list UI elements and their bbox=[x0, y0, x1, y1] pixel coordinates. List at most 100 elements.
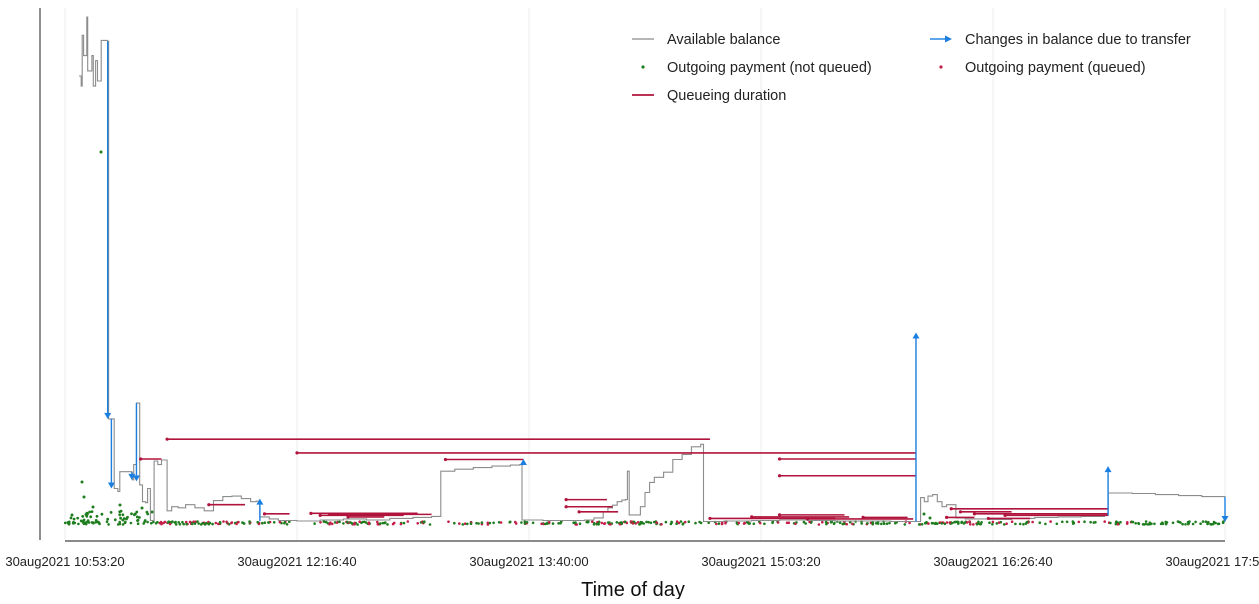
not-queued-payment-point bbox=[106, 517, 110, 521]
queued-payment-point bbox=[777, 474, 782, 478]
queued-payment-point bbox=[972, 523, 975, 526]
queued-payment-point bbox=[358, 520, 362, 523]
not-queued-payment-point bbox=[825, 522, 828, 526]
queued-payment-point bbox=[851, 522, 854, 526]
not-queued-payment-point bbox=[670, 520, 673, 524]
not-queued-payment-point bbox=[492, 521, 495, 525]
queued-payment-point bbox=[683, 520, 687, 524]
not-queued-payment-point bbox=[67, 523, 71, 526]
not-queued-payment-point bbox=[1115, 520, 1118, 523]
queued-payment-point bbox=[214, 521, 218, 525]
queued-payment-point bbox=[184, 520, 188, 524]
queued-payment-point bbox=[805, 517, 810, 521]
not-queued-payment-point bbox=[860, 522, 863, 525]
not-queued-payment-point bbox=[717, 522, 721, 525]
not-queued-payment-point bbox=[931, 521, 935, 525]
not-queued-payment-point bbox=[1071, 522, 1075, 525]
not-queued-payment-point bbox=[1055, 522, 1059, 526]
queued-payment-point bbox=[168, 522, 172, 526]
queued-payment-point bbox=[777, 457, 782, 461]
not-queued-payment-point bbox=[903, 523, 907, 526]
not-queued-payment-point bbox=[285, 523, 289, 526]
legend-swatch-queued bbox=[939, 65, 943, 69]
not-queued-payment-point bbox=[925, 520, 928, 524]
queued-payment-point bbox=[958, 510, 963, 514]
not-queued-payment-point bbox=[100, 512, 104, 516]
axis-layer bbox=[39, 8, 1225, 542]
queued-payment-point bbox=[278, 520, 282, 524]
not-queued-payment-point bbox=[1094, 520, 1097, 524]
not-queued-payment-point bbox=[152, 520, 155, 524]
queued-payment-point bbox=[631, 522, 635, 525]
not-queued-payment-point bbox=[85, 514, 89, 518]
legend-swatch-not_queued bbox=[641, 65, 645, 69]
not-queued-payment-point bbox=[146, 512, 150, 516]
queued-payment-point bbox=[319, 521, 322, 524]
not-queued-payment-point bbox=[82, 522, 86, 525]
queued-payment-point bbox=[262, 512, 267, 516]
not-queued-payment-point bbox=[1178, 520, 1181, 524]
not-queued-payment-point bbox=[843, 522, 846, 525]
transfer-arrow-head bbox=[1104, 466, 1112, 473]
queued-payment-point bbox=[600, 521, 604, 525]
queued-payment-point bbox=[235, 522, 238, 526]
not-queued-payment-point bbox=[126, 515, 129, 519]
not-queued-payment-point bbox=[975, 523, 979, 526]
not-queued-payment-point bbox=[922, 512, 926, 516]
not-queued-payment-point bbox=[135, 515, 139, 519]
queued-payment-point bbox=[237, 520, 240, 524]
queued-payment-point bbox=[1010, 520, 1014, 523]
transfer-arrow-head bbox=[256, 498, 264, 505]
queued-payment-point bbox=[777, 513, 782, 517]
not-queued-payment-point bbox=[70, 513, 74, 517]
not-queued-payment-point bbox=[475, 521, 478, 525]
queued-payment-point bbox=[603, 522, 607, 525]
not-queued-payment-point bbox=[1221, 521, 1225, 524]
not-queued-payment-point bbox=[76, 516, 80, 520]
queued-payment-point bbox=[391, 522, 395, 526]
legend: Available balance Changes in balance due … bbox=[632, 32, 1191, 104]
not-queued-payment-point bbox=[140, 506, 144, 510]
queued-payment-point bbox=[160, 522, 163, 526]
queued-payment-point bbox=[222, 520, 225, 523]
queued-payment-point bbox=[328, 523, 331, 526]
balance-series-line bbox=[78, 16, 1226, 523]
legend-label-queued: Outgoing payment (queued) bbox=[965, 60, 1146, 76]
not-queued-payment-point bbox=[597, 522, 600, 525]
transfer-arrow-head bbox=[104, 412, 112, 419]
not-queued-payment-point bbox=[283, 521, 287, 524]
queued-payment-point bbox=[972, 512, 977, 516]
not-queued-payment-point bbox=[681, 522, 685, 525]
not-queued-payment-point bbox=[130, 512, 133, 516]
not-queued-payment-point bbox=[578, 522, 582, 525]
not-queued-payment-point bbox=[181, 520, 184, 524]
not-queued-payment-point bbox=[324, 520, 328, 524]
not-queued-payment-point bbox=[694, 521, 697, 525]
not-queued-payment-point bbox=[1161, 522, 1165, 526]
queued-payment-point bbox=[165, 437, 169, 441]
not-queued-payment-point bbox=[1216, 522, 1220, 526]
not-queued-payment-point bbox=[272, 521, 276, 524]
not-queued-payment-point bbox=[191, 522, 194, 526]
queued-payment-point bbox=[908, 521, 911, 525]
not-queued-payment-point bbox=[509, 520, 512, 524]
not-queued-payment-point bbox=[664, 520, 668, 524]
not-queued-payment-point bbox=[89, 515, 93, 519]
queued-payment-point bbox=[225, 520, 228, 524]
not-queued-payment-point bbox=[156, 520, 159, 524]
not-queued-payment-point bbox=[888, 521, 891, 525]
not-queued-payment-point bbox=[342, 522, 345, 525]
not-queued-payment-point bbox=[871, 522, 874, 526]
not-queued-payment-point bbox=[118, 522, 122, 526]
not-queued-payment-point bbox=[675, 522, 678, 525]
not-queued-payment-point bbox=[461, 523, 465, 526]
not-queued-payment-point bbox=[333, 521, 337, 524]
not-queued-payment-point bbox=[1083, 520, 1086, 523]
queued-payment-point bbox=[677, 521, 681, 525]
queued-payment-point bbox=[463, 522, 467, 525]
not-queued-payment-point bbox=[1165, 521, 1169, 524]
not-queued-payment-point bbox=[197, 522, 200, 525]
not-queued-payment-point bbox=[99, 150, 103, 154]
queued-payment-point bbox=[217, 522, 220, 526]
